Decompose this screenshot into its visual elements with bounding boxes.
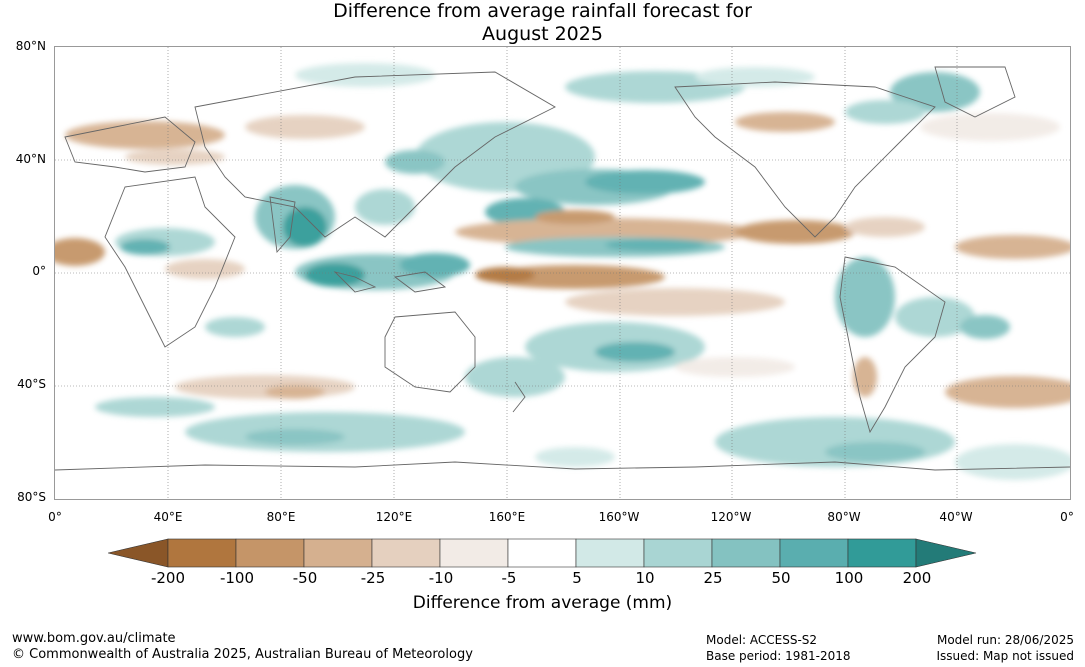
colorbar-label-5: 5 [572,569,582,587]
colorbar-segment [711,538,781,568]
colorbar-extend-low [108,538,169,568]
colorbar-segment [847,538,917,568]
lon-tick-120w: 120°W [710,510,752,524]
colorbar-segment [167,538,237,568]
lon-tick-120e: 120°E [375,510,413,524]
colorbar-segment [779,538,849,568]
title-line-1: Difference from average rainfall forecas… [333,0,752,22]
colorbar-label-m50: -50 [292,569,318,587]
colorbar-label-100: 100 [834,569,864,587]
colorbar-segment [439,538,509,568]
lon-tick-0-east: 0° [1060,510,1074,524]
colorbar-extend-high [915,538,977,568]
lat-tick-0: 0° [32,264,46,278]
colorbar-segment [303,538,373,568]
footer-left: www.bom.gov.au/climate © Commonwealth of… [12,631,473,663]
map-title: Difference from average rainfall forecas… [0,0,1085,46]
footer-model: Model: ACCESS-S2 [706,633,818,647]
colorbar-label-m25: -25 [360,569,386,587]
lon-tick-0: 0° [48,510,62,524]
rainfall-anomaly-field [55,47,1070,499]
lon-tick-160w: 160°W [598,510,640,524]
footer-model-run: Model run: 28/06/2025 [936,633,1074,647]
footer-issued: Issued: Map not issued [936,649,1074,663]
colorbar-segment [235,538,305,568]
footer-copyright: © Commonwealth of Australia 2025, Austra… [12,647,473,662]
footer-base-period: Base period: 1981-2018 [706,649,851,663]
footer-right: Model run: 28/06/2025 Issued: Map not is… [936,632,1074,664]
colorbar-segment [371,538,441,568]
rainfall-map [54,46,1071,500]
colorbar-segment [575,538,645,568]
colorbar-label-m100: -100 [219,569,255,587]
colorbar-segment [643,538,713,568]
colorbar-label-25: 25 [703,569,723,587]
title-line-2: August 2025 [482,23,603,45]
colorbar-label-50: 50 [771,569,791,587]
lat-tick-80s: 80°S [17,490,46,504]
footer-middle: Model: ACCESS-S2 Base period: 1981-2018 [706,632,851,664]
colorbar-title: Difference from average (mm) [412,593,673,613]
lon-tick-80e: 80°E [266,510,296,524]
colorbar-label-m10: -10 [428,569,454,587]
colorbar-label-200: 200 [902,569,932,587]
colorbar-label-m200: -200 [150,569,186,587]
lat-tick-80n: 80°N [15,39,46,53]
colorbar-segment [507,538,577,568]
colorbar-label-m5: -5 [501,569,517,587]
colorbar-label-10: 10 [635,569,655,587]
lon-tick-160e: 160°E [488,510,526,524]
lon-tick-80w: 80°W [827,510,861,524]
lat-tick-40s: 40°S [17,377,46,391]
footer-url: www.bom.gov.au/climate [12,631,176,646]
lon-tick-40w: 40°W [939,510,973,524]
colorbar [108,538,977,568]
lon-tick-40e: 40°E [153,510,183,524]
lat-tick-40n: 40°N [15,152,46,166]
